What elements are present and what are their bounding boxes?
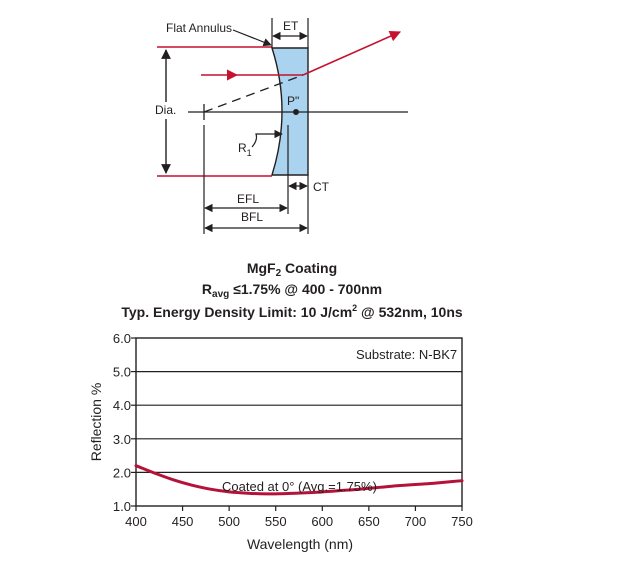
y-tick-label: 4.0: [113, 398, 131, 413]
label-bfl: BFL: [241, 210, 263, 224]
y-axis-label: Reflection %: [88, 383, 104, 462]
label-efl: EFL: [237, 192, 259, 206]
x-tick-label: 450: [172, 514, 194, 529]
label-flat-annulus: Flat Annulus: [166, 21, 232, 35]
label-dia: Dia.: [155, 103, 176, 117]
coating-energy-limit: Typ. Energy Density Limit: 10 J/cm2 @ 53…: [121, 303, 463, 320]
label-r1: R1: [238, 141, 252, 158]
annotation-substrate: Substrate: N-BK7: [356, 347, 457, 362]
y-tick-label: 6.0: [113, 331, 131, 346]
annotation-curve: Coated at 0° (Avg.=1.75%): [222, 479, 377, 494]
x-tick-label: 400: [125, 514, 147, 529]
principal-point: [293, 109, 299, 115]
y-ticks: 6.0 5.0 4.0 3.0 2.0 1.0: [113, 331, 136, 514]
x-axis-label: Wavelength (nm): [247, 536, 353, 552]
y-tick-label: 5.0: [113, 365, 131, 380]
x-tick-label: 550: [265, 514, 287, 529]
r1-leader: [251, 129, 283, 148]
series-line-coated-0deg: [134, 464, 464, 496]
y-tick-label: 2.0: [113, 465, 131, 480]
reflection-chart: 6.0 5.0 4.0 3.0 2.0 1.0 400 450 500 550 600 650 700…: [88, 331, 473, 552]
label-et: ET: [283, 19, 299, 33]
coating-title: MgF2 Coating: [247, 260, 337, 279]
x-tick-label: 650: [358, 514, 380, 529]
lens-diagram: P" Dia. Flat Annulus ET R1 CT EFL BFL: [152, 18, 408, 234]
x-ticks: 400 450 500 550 600 650 700 750: [125, 506, 473, 529]
coating-ravg: Ravg ≤1.75% @ 400 - 700nm: [202, 281, 382, 300]
x-tick-label: 750: [451, 514, 473, 529]
flat-annulus-leader: [232, 29, 272, 47]
gridlines: [136, 371, 462, 473]
dia-label-bg: [152, 102, 182, 119]
label-p-double-prime: P": [287, 94, 299, 108]
y-tick-label: 1.0: [113, 499, 131, 514]
virtual-ray-trace: [203, 74, 304, 113]
y-tick-label: 3.0: [113, 432, 131, 447]
x-tick-label: 600: [311, 514, 333, 529]
label-ct: CT: [313, 180, 330, 194]
output-ray: [302, 30, 402, 76]
x-tick-label: 700: [405, 514, 427, 529]
x-tick-label: 500: [218, 514, 240, 529]
coating-title-block: MgF2 Coating Ravg ≤1.75% @ 400 - 700nm T…: [121, 260, 463, 320]
plot-frame: [135, 337, 463, 507]
